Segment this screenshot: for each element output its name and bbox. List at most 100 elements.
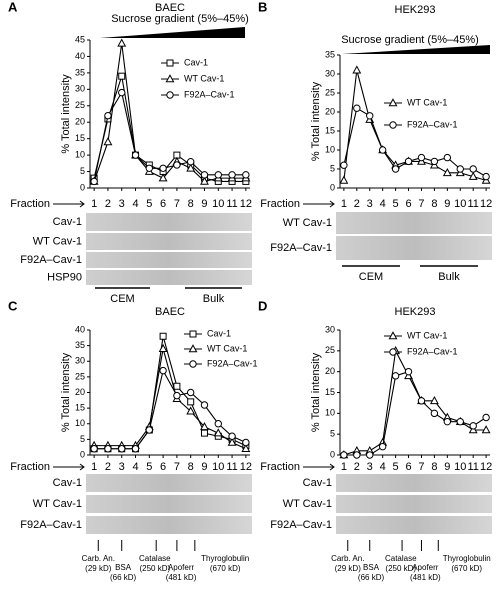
panel-label: A <box>8 0 18 14</box>
data-point <box>391 372 400 380</box>
bracket-label: Bulk <box>438 271 460 283</box>
data-point <box>159 332 167 340</box>
x-tick-label: 9 <box>201 461 207 473</box>
x-tick-label: 12 <box>480 461 492 473</box>
blot-strip <box>336 516 492 534</box>
data-point <box>158 343 168 353</box>
data-point <box>200 171 209 179</box>
x-tick-label: 7 <box>418 198 424 210</box>
data-point <box>378 442 387 451</box>
data-point <box>186 157 195 166</box>
y-tick-label: 10 <box>75 149 85 159</box>
data-point <box>173 161 181 169</box>
data-point <box>213 428 223 437</box>
blot-strip <box>336 236 492 260</box>
data-point <box>339 175 349 184</box>
blot-label: Cav-1 <box>303 477 332 489</box>
data-point <box>186 388 195 397</box>
blot-label: Cav-1 <box>53 216 82 228</box>
y-tick-label: 0 <box>330 182 335 192</box>
legend-marker <box>189 330 197 338</box>
y-axis-label: % Total intensity <box>310 352 322 432</box>
y-tick-label: 25 <box>75 371 85 381</box>
blot-strip <box>336 212 492 234</box>
x-tick-label: 3 <box>119 198 125 210</box>
panel-label: C <box>8 298 18 313</box>
x-tick-label: 10 <box>212 461 224 473</box>
data-point <box>482 413 490 422</box>
data-point <box>186 406 196 415</box>
marker-size: (29 kD) <box>85 564 112 573</box>
marker-name: Apoferr <box>412 563 439 572</box>
series-line <box>343 370 487 456</box>
y-tick-label: 5 <box>80 166 85 176</box>
legend-label: F92A–Cav-1 <box>184 89 235 99</box>
blot-label: WT Cav-1 <box>33 235 82 247</box>
legend-label: WT Cav-1 <box>407 330 447 340</box>
blot-label: Cav-1 <box>53 477 82 489</box>
legend-marker <box>388 331 398 340</box>
legend-marker <box>166 59 174 67</box>
x-tick-label: 1 <box>91 461 97 473</box>
data-point <box>145 426 154 434</box>
data-point <box>468 171 478 180</box>
x-tick-label: 4 <box>380 198 386 210</box>
x-tick-label: 1 <box>91 198 97 210</box>
chart-title: BAEC <box>155 306 185 318</box>
blot-strip <box>86 233 252 250</box>
data-point <box>173 391 181 400</box>
legend-marker <box>388 98 398 107</box>
y-tick-label: 15 <box>75 403 85 413</box>
legend-marker <box>166 91 174 99</box>
x-axis-label: Fraction <box>10 461 50 473</box>
y-tick-label: 10 <box>325 144 335 154</box>
y-tick-label: 20 <box>325 106 335 116</box>
legend-label: F92A–Cav-1 <box>407 119 458 129</box>
x-tick-label: 6 <box>160 461 166 473</box>
y-tick-label: 15 <box>325 125 335 135</box>
data-point <box>456 165 464 173</box>
data-point <box>104 111 112 120</box>
data-point <box>200 401 209 409</box>
x-tick-label: 7 <box>174 198 180 210</box>
data-point <box>186 163 196 172</box>
y-tick-label: 5 <box>80 434 85 444</box>
y-tick-label: 30 <box>325 68 335 78</box>
marker-name: Carb. An. <box>82 554 115 563</box>
gradient-wedge <box>342 45 490 54</box>
x-tick-label: 6 <box>405 198 411 210</box>
y-tick-label: 35 <box>325 49 335 59</box>
data-point <box>90 177 98 186</box>
data-point <box>340 451 348 459</box>
data-point <box>214 420 222 428</box>
marker-size: (66 kD) <box>358 573 385 582</box>
bracket-label: Bulk <box>203 293 225 305</box>
chart-title: BAEC <box>155 2 185 14</box>
data-point <box>118 88 126 97</box>
legend-marker <box>189 360 197 368</box>
x-tick-label: 5 <box>146 461 152 473</box>
blot-strip <box>86 495 252 513</box>
data-point <box>391 165 400 173</box>
x-tick-label: 1 <box>341 198 347 210</box>
x-tick-label: 3 <box>367 198 373 210</box>
marker-name: Apoferr <box>168 563 195 572</box>
data-point <box>482 172 490 181</box>
bracket-label: CEM <box>110 293 134 305</box>
chart-title: HEK293 <box>395 4 436 16</box>
data-point <box>200 176 209 185</box>
y-tick-label: 10 <box>325 408 335 418</box>
x-tick-label: 11 <box>467 198 478 210</box>
legend-marker <box>165 74 175 83</box>
marker-size: (250 kD) <box>385 564 416 573</box>
data-point <box>241 443 251 453</box>
legend-label: F92A–Cav-1 <box>207 358 258 368</box>
data-point <box>404 157 413 166</box>
x-tick-label: 12 <box>240 198 252 210</box>
marker-size: (29 kD) <box>335 564 362 573</box>
chart-title: HEK293 <box>395 306 436 318</box>
y-tick-label: 40 <box>75 324 85 334</box>
data-point <box>159 366 167 375</box>
y-axis-label: % Total intensity <box>60 74 72 154</box>
